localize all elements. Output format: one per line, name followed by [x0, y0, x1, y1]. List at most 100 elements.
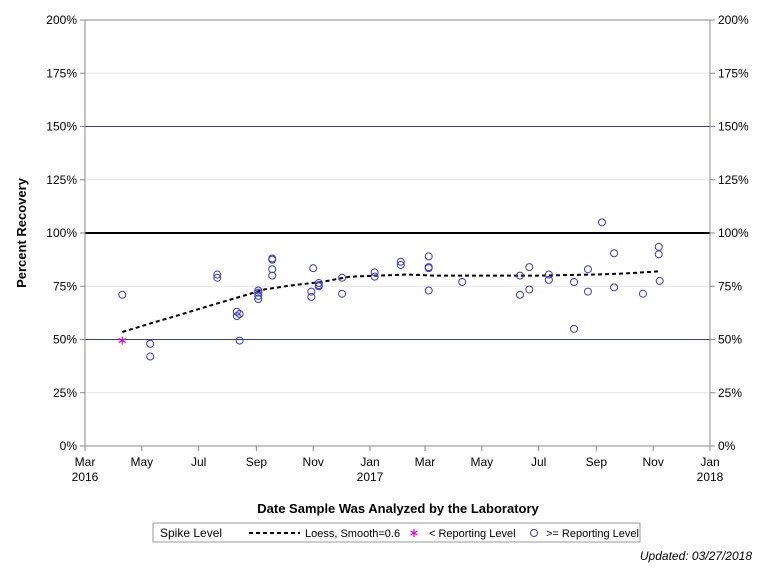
data-point	[654, 242, 663, 251]
y-axis-left: 0% 25% 50% 75% 100% 125% 150% 175% 200%	[46, 13, 85, 453]
y-tick-label: 75%	[53, 279, 77, 293]
data-point	[213, 270, 222, 279]
legend-above-label: >= Reporting Level	[546, 528, 639, 540]
legend-below-label: < Reporting Level	[429, 528, 516, 540]
x-tick-label: Nov	[303, 455, 324, 469]
reference-lines	[85, 126, 710, 340]
legend: Spike Level Loess, Smooth=0.6 < Reportin…	[152, 522, 641, 543]
data-point	[515, 290, 524, 299]
data-point	[424, 264, 433, 273]
data-point	[544, 270, 553, 279]
data-point	[396, 257, 405, 266]
data-point	[254, 291, 263, 300]
data-points	[118, 218, 664, 361]
x-tick-label: May	[470, 455, 493, 469]
x-tick-label: Mar	[415, 455, 436, 469]
data-point	[424, 252, 433, 261]
y-tick-label: 0%	[60, 439, 78, 453]
data-point	[396, 260, 405, 269]
y-tick-label: 175%	[718, 66, 749, 80]
x-tick-label: Mar	[75, 455, 96, 469]
data-point	[583, 287, 592, 296]
y-tick-label: 50%	[718, 333, 742, 347]
data-point	[525, 263, 534, 272]
legend-asterisk-symbol	[410, 529, 418, 537]
data-point-below-reporting	[118, 336, 127, 345]
x-tick-label: Sep	[246, 455, 268, 469]
data-point	[525, 285, 534, 294]
data-point	[655, 276, 664, 285]
y-tick-label: 50%	[53, 333, 77, 347]
y-tick-label: 125%	[718, 173, 749, 187]
y-axis-right: 0% 25% 50% 75% 100% 125% 150% 175% 200%	[710, 13, 749, 453]
y-tick-label: 0%	[718, 439, 736, 453]
x-tick-label: Jul	[531, 455, 546, 469]
data-point	[309, 264, 318, 273]
data-point	[213, 273, 222, 282]
data-point	[338, 273, 347, 282]
data-point	[370, 268, 379, 277]
x-tick-label: Nov	[643, 455, 664, 469]
y-tick-label: 75%	[718, 279, 742, 293]
data-point	[235, 309, 244, 318]
data-point	[268, 255, 277, 264]
y-tick-label: 125%	[46, 173, 77, 187]
data-point	[254, 286, 263, 295]
data-point	[268, 265, 277, 274]
data-point	[458, 277, 467, 286]
x-tick-year-label: 2017	[357, 470, 384, 484]
y-tick-label: 100%	[46, 226, 77, 240]
data-point	[307, 287, 316, 296]
loess-curve	[122, 270, 660, 333]
x-tick-label: May	[130, 455, 153, 469]
legend-title: Spike Level	[160, 526, 222, 540]
y-tick-label: 150%	[718, 120, 749, 134]
y-tick-label: 175%	[46, 66, 77, 80]
data-point	[515, 271, 524, 280]
asterisk-stroke	[118, 338, 127, 344]
data-point	[597, 218, 606, 227]
data-point	[307, 292, 316, 301]
x-tick-year-label: 2018	[697, 470, 724, 484]
x-tick-label: Jan	[360, 455, 379, 469]
y-tick-label: 200%	[718, 13, 749, 27]
loess-line	[122, 270, 660, 333]
x-tick-label: Sep	[586, 455, 608, 469]
y-tick-label: 100%	[718, 226, 749, 240]
x-tick-label: Jul	[191, 455, 206, 469]
y-tick-label: 150%	[46, 120, 77, 134]
data-point	[338, 289, 347, 298]
data-point	[146, 352, 155, 361]
data-point	[654, 250, 663, 259]
data-point	[314, 279, 323, 288]
data-point	[314, 282, 323, 291]
data-point	[424, 286, 433, 295]
data-point	[583, 265, 592, 274]
data-point	[146, 339, 155, 348]
data-point	[268, 271, 277, 280]
y-axis-title: Percent Recovery	[14, 177, 29, 288]
x-tick-year-label: 2016	[72, 470, 99, 484]
data-point	[254, 288, 263, 297]
data-point	[610, 283, 619, 292]
legend-frame	[152, 522, 641, 543]
data-point	[544, 275, 553, 284]
data-point	[118, 290, 127, 299]
data-point	[638, 289, 647, 298]
y-tick-label: 25%	[53, 386, 77, 400]
y-tick-label: 25%	[718, 386, 742, 400]
x-tick-label: Jan	[700, 455, 719, 469]
data-point	[570, 277, 579, 286]
data-point	[254, 295, 263, 304]
data-point	[610, 249, 619, 258]
data-point	[370, 272, 379, 281]
legend-loess-label: Loess, Smooth=0.6	[305, 528, 400, 540]
data-point	[235, 336, 244, 345]
footnote: Updated: 03/27/2018	[639, 549, 752, 563]
x-axis-title: Date Sample Was Analyzed by the Laborato…	[257, 501, 539, 516]
legend-circle-symbol	[530, 529, 538, 537]
y-tick-label: 200%	[46, 13, 77, 27]
data-point	[570, 324, 579, 333]
